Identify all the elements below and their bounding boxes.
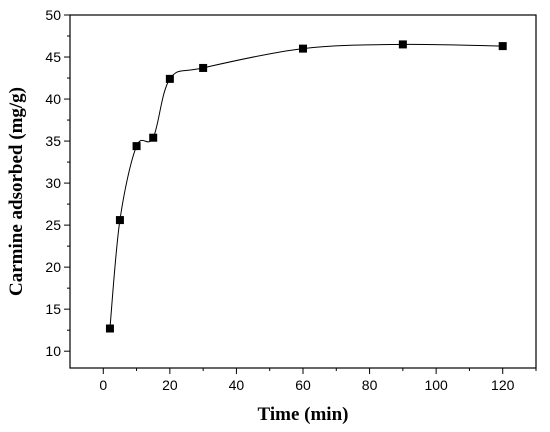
x-tick-label: 60 bbox=[295, 377, 311, 393]
y-tick-label: 40 bbox=[45, 91, 61, 107]
plot-frame bbox=[69, 14, 537, 369]
fit-curve bbox=[109, 43, 503, 329]
y-tick-label: 50 bbox=[45, 7, 61, 23]
data-point bbox=[105, 324, 114, 333]
x-tick-label: 80 bbox=[362, 377, 378, 393]
x-axis-ticks: 0 20 40 60 80 100 120 bbox=[99, 368, 537, 393]
data-markers bbox=[105, 40, 507, 333]
data-point bbox=[149, 133, 158, 142]
data-point bbox=[398, 40, 407, 49]
y-tick-label: 15 bbox=[45, 301, 61, 317]
data-point bbox=[165, 74, 174, 83]
data-point bbox=[498, 42, 507, 51]
x-tick-label: 20 bbox=[162, 377, 178, 393]
x-tick-label: 100 bbox=[424, 377, 448, 393]
data-point bbox=[132, 142, 141, 151]
x-tick-label: 120 bbox=[491, 377, 515, 393]
x-axis-label: Time (min) bbox=[258, 404, 349, 425]
x-tick-label: 40 bbox=[229, 377, 245, 393]
y-tick-label: 20 bbox=[45, 259, 61, 275]
y-tick-label: 25 bbox=[45, 217, 61, 233]
plot-border bbox=[69, 14, 537, 369]
y-axis-ticks: 10 15 20 25 30 35 40 45 50 bbox=[45, 7, 70, 359]
y-tick-label: 45 bbox=[45, 49, 61, 65]
data-point bbox=[299, 44, 307, 53]
y-axis-label: Carmine adsorbed (mg/g) bbox=[6, 87, 27, 296]
y-tick-label: 10 bbox=[45, 343, 61, 359]
data-point bbox=[115, 216, 124, 225]
x-tick-label: 0 bbox=[99, 377, 107, 393]
y-tick-label: 30 bbox=[45, 175, 61, 191]
y-tick-label: 35 bbox=[45, 133, 61, 149]
data-point bbox=[199, 63, 208, 72]
